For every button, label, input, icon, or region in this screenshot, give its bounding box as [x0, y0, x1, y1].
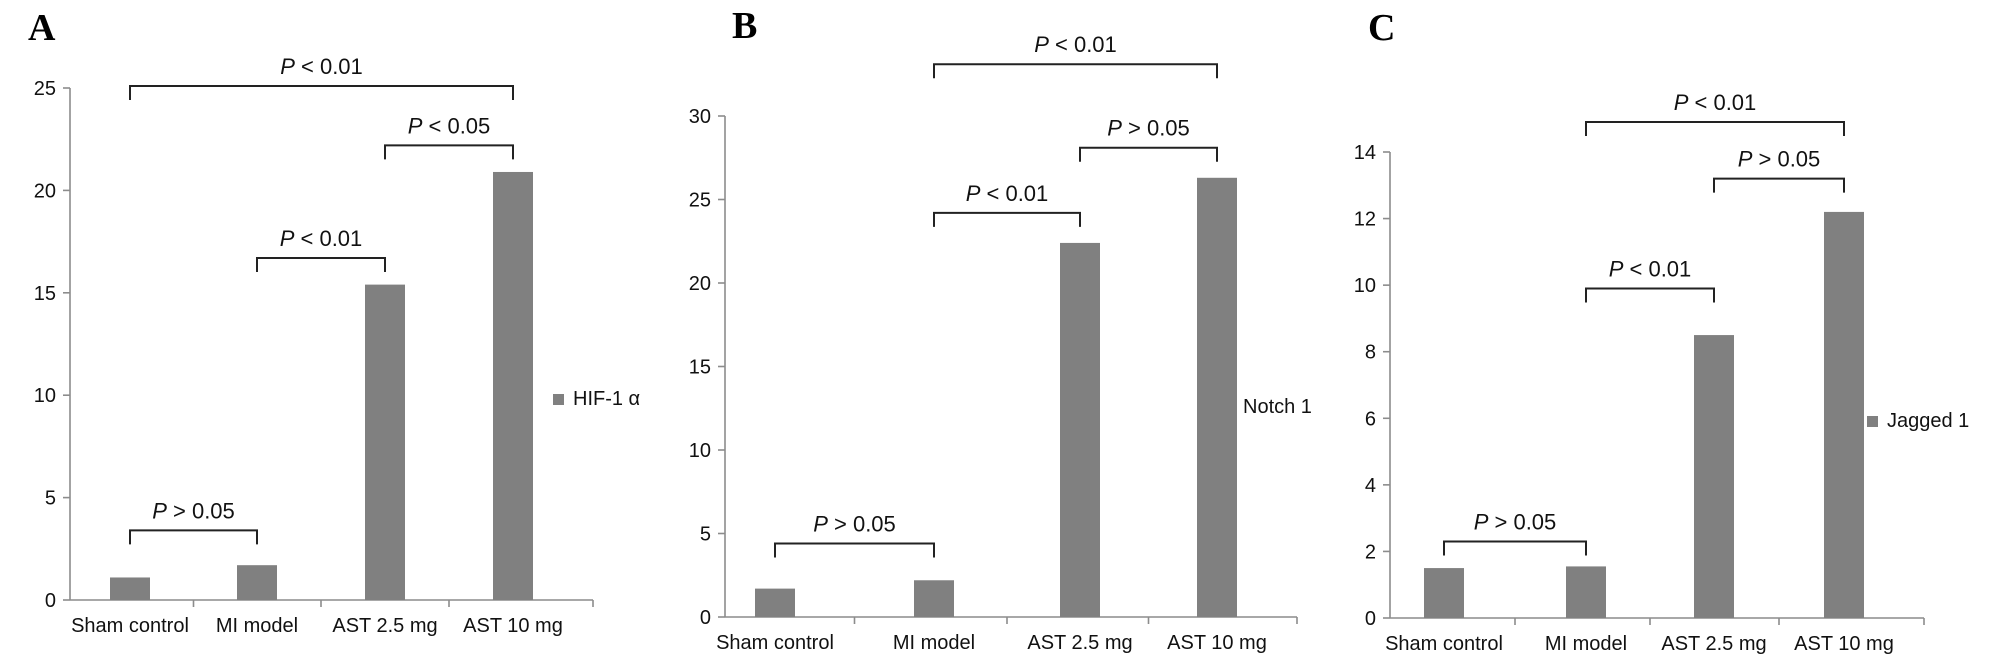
- significance-label: P < 0.01: [1609, 256, 1692, 281]
- y-tick-label: 14: [1354, 142, 1376, 164]
- legend-label: Jagged 1: [1887, 410, 1969, 432]
- y-tick-label: 0: [45, 590, 56, 612]
- significance-label: P < 0.01: [966, 181, 1049, 206]
- category-label: AST 2.5 mg: [1661, 633, 1766, 655]
- significance-label: P > 0.05: [1738, 147, 1821, 172]
- significance-bracket: [933, 63, 1218, 79]
- significance-bracket: [129, 84, 514, 100]
- significance-bracket: [1585, 287, 1715, 303]
- y-tick-label: 12: [1354, 209, 1376, 231]
- bar: [365, 284, 405, 600]
- category-label: MI model: [216, 615, 298, 637]
- y-tick-label: 4: [1365, 475, 1376, 497]
- y-tick-label: 25: [34, 78, 56, 100]
- y-tick-label: 25: [689, 190, 711, 212]
- category-label: AST 10 mg: [463, 615, 563, 637]
- significance-label: P > 0.05: [1107, 116, 1190, 141]
- y-tick-label: 10: [689, 440, 711, 462]
- category-label: Sham control: [71, 615, 189, 637]
- panel-b: B 0 5 10 15 20 25 30 Sham control MI model AST 2.5…: [689, 5, 1312, 654]
- bar: [1824, 211, 1864, 618]
- bar: [1197, 177, 1237, 618]
- category-label: AST 2.5 mg: [1027, 632, 1132, 654]
- category-label: AST 10 mg: [1167, 632, 1267, 654]
- y-tick-label: 10: [1354, 275, 1376, 297]
- category-label: AST 10 mg: [1794, 633, 1894, 655]
- significance-bracket: [129, 529, 258, 545]
- significance-label: P < 0.05: [408, 113, 491, 138]
- y-tick-label: 0: [700, 607, 711, 629]
- significance-label: P < 0.01: [1034, 32, 1117, 57]
- significance-bracket: [256, 256, 386, 272]
- significance-bracket: [774, 542, 935, 558]
- significance-label: P > 0.05: [1474, 509, 1557, 534]
- legend-swatch: [553, 394, 564, 405]
- category-label: Sham control: [1385, 633, 1503, 655]
- legend-label: HIF-1 α: [573, 388, 640, 410]
- y-tick-label: 0: [1365, 608, 1376, 630]
- y-tick-label: 20: [689, 273, 711, 295]
- significance-bracket: [933, 211, 1081, 227]
- y-tick-label: 8: [1365, 342, 1376, 364]
- y-tick-label: 2: [1365, 541, 1376, 563]
- bar: [1424, 568, 1464, 618]
- panel-letter: A: [28, 7, 56, 49]
- y-tick-label: 20: [34, 180, 56, 202]
- bar: [1060, 242, 1100, 618]
- legend-swatch: [1867, 416, 1878, 427]
- bar: [237, 565, 277, 600]
- bar: [755, 588, 795, 617]
- significance-bracket: [1713, 177, 1845, 193]
- bar: [1566, 566, 1606, 618]
- panel-letter: C: [1368, 7, 1395, 49]
- category-label: AST 2.5 mg: [332, 615, 437, 637]
- significance-bracket: [384, 144, 514, 160]
- legend-label: Notch 1: [1243, 396, 1312, 418]
- significance-label: P < 0.01: [280, 54, 363, 79]
- significance-label: P > 0.05: [813, 512, 896, 537]
- significance-label: P > 0.05: [152, 498, 235, 523]
- significance-bracket: [1443, 540, 1587, 556]
- category-label: MI model: [893, 632, 975, 654]
- y-tick-label: 15: [34, 283, 56, 305]
- y-tick-label: 5: [700, 524, 711, 546]
- legend-swatch: [1223, 402, 1234, 413]
- significance-label: P < 0.01: [1674, 90, 1757, 115]
- y-tick-label: 10: [34, 385, 56, 407]
- panel-c: C 0 2 4 6 8 10 12 14 Sham control MI model AST 2.5 …: [1354, 7, 1970, 655]
- panel-letter: B: [732, 5, 757, 47]
- significance-bracket: [1079, 146, 1218, 162]
- significance-label: P < 0.01: [280, 226, 363, 251]
- bar: [493, 171, 533, 600]
- significance-bracket: [1585, 121, 1845, 137]
- y-tick-label: 5: [45, 488, 56, 510]
- bar: [1694, 335, 1734, 618]
- category-label: MI model: [1545, 633, 1627, 655]
- y-tick-label: 30: [689, 106, 711, 128]
- y-tick-label: 15: [689, 357, 711, 379]
- bar: [914, 580, 954, 617]
- panel-a: A 0 5 10 15 20 25 Sham control MI model AST 2.5 m…: [28, 7, 640, 637]
- category-label: Sham control: [716, 632, 834, 654]
- bar: [110, 577, 150, 600]
- y-tick-label: 6: [1365, 408, 1376, 430]
